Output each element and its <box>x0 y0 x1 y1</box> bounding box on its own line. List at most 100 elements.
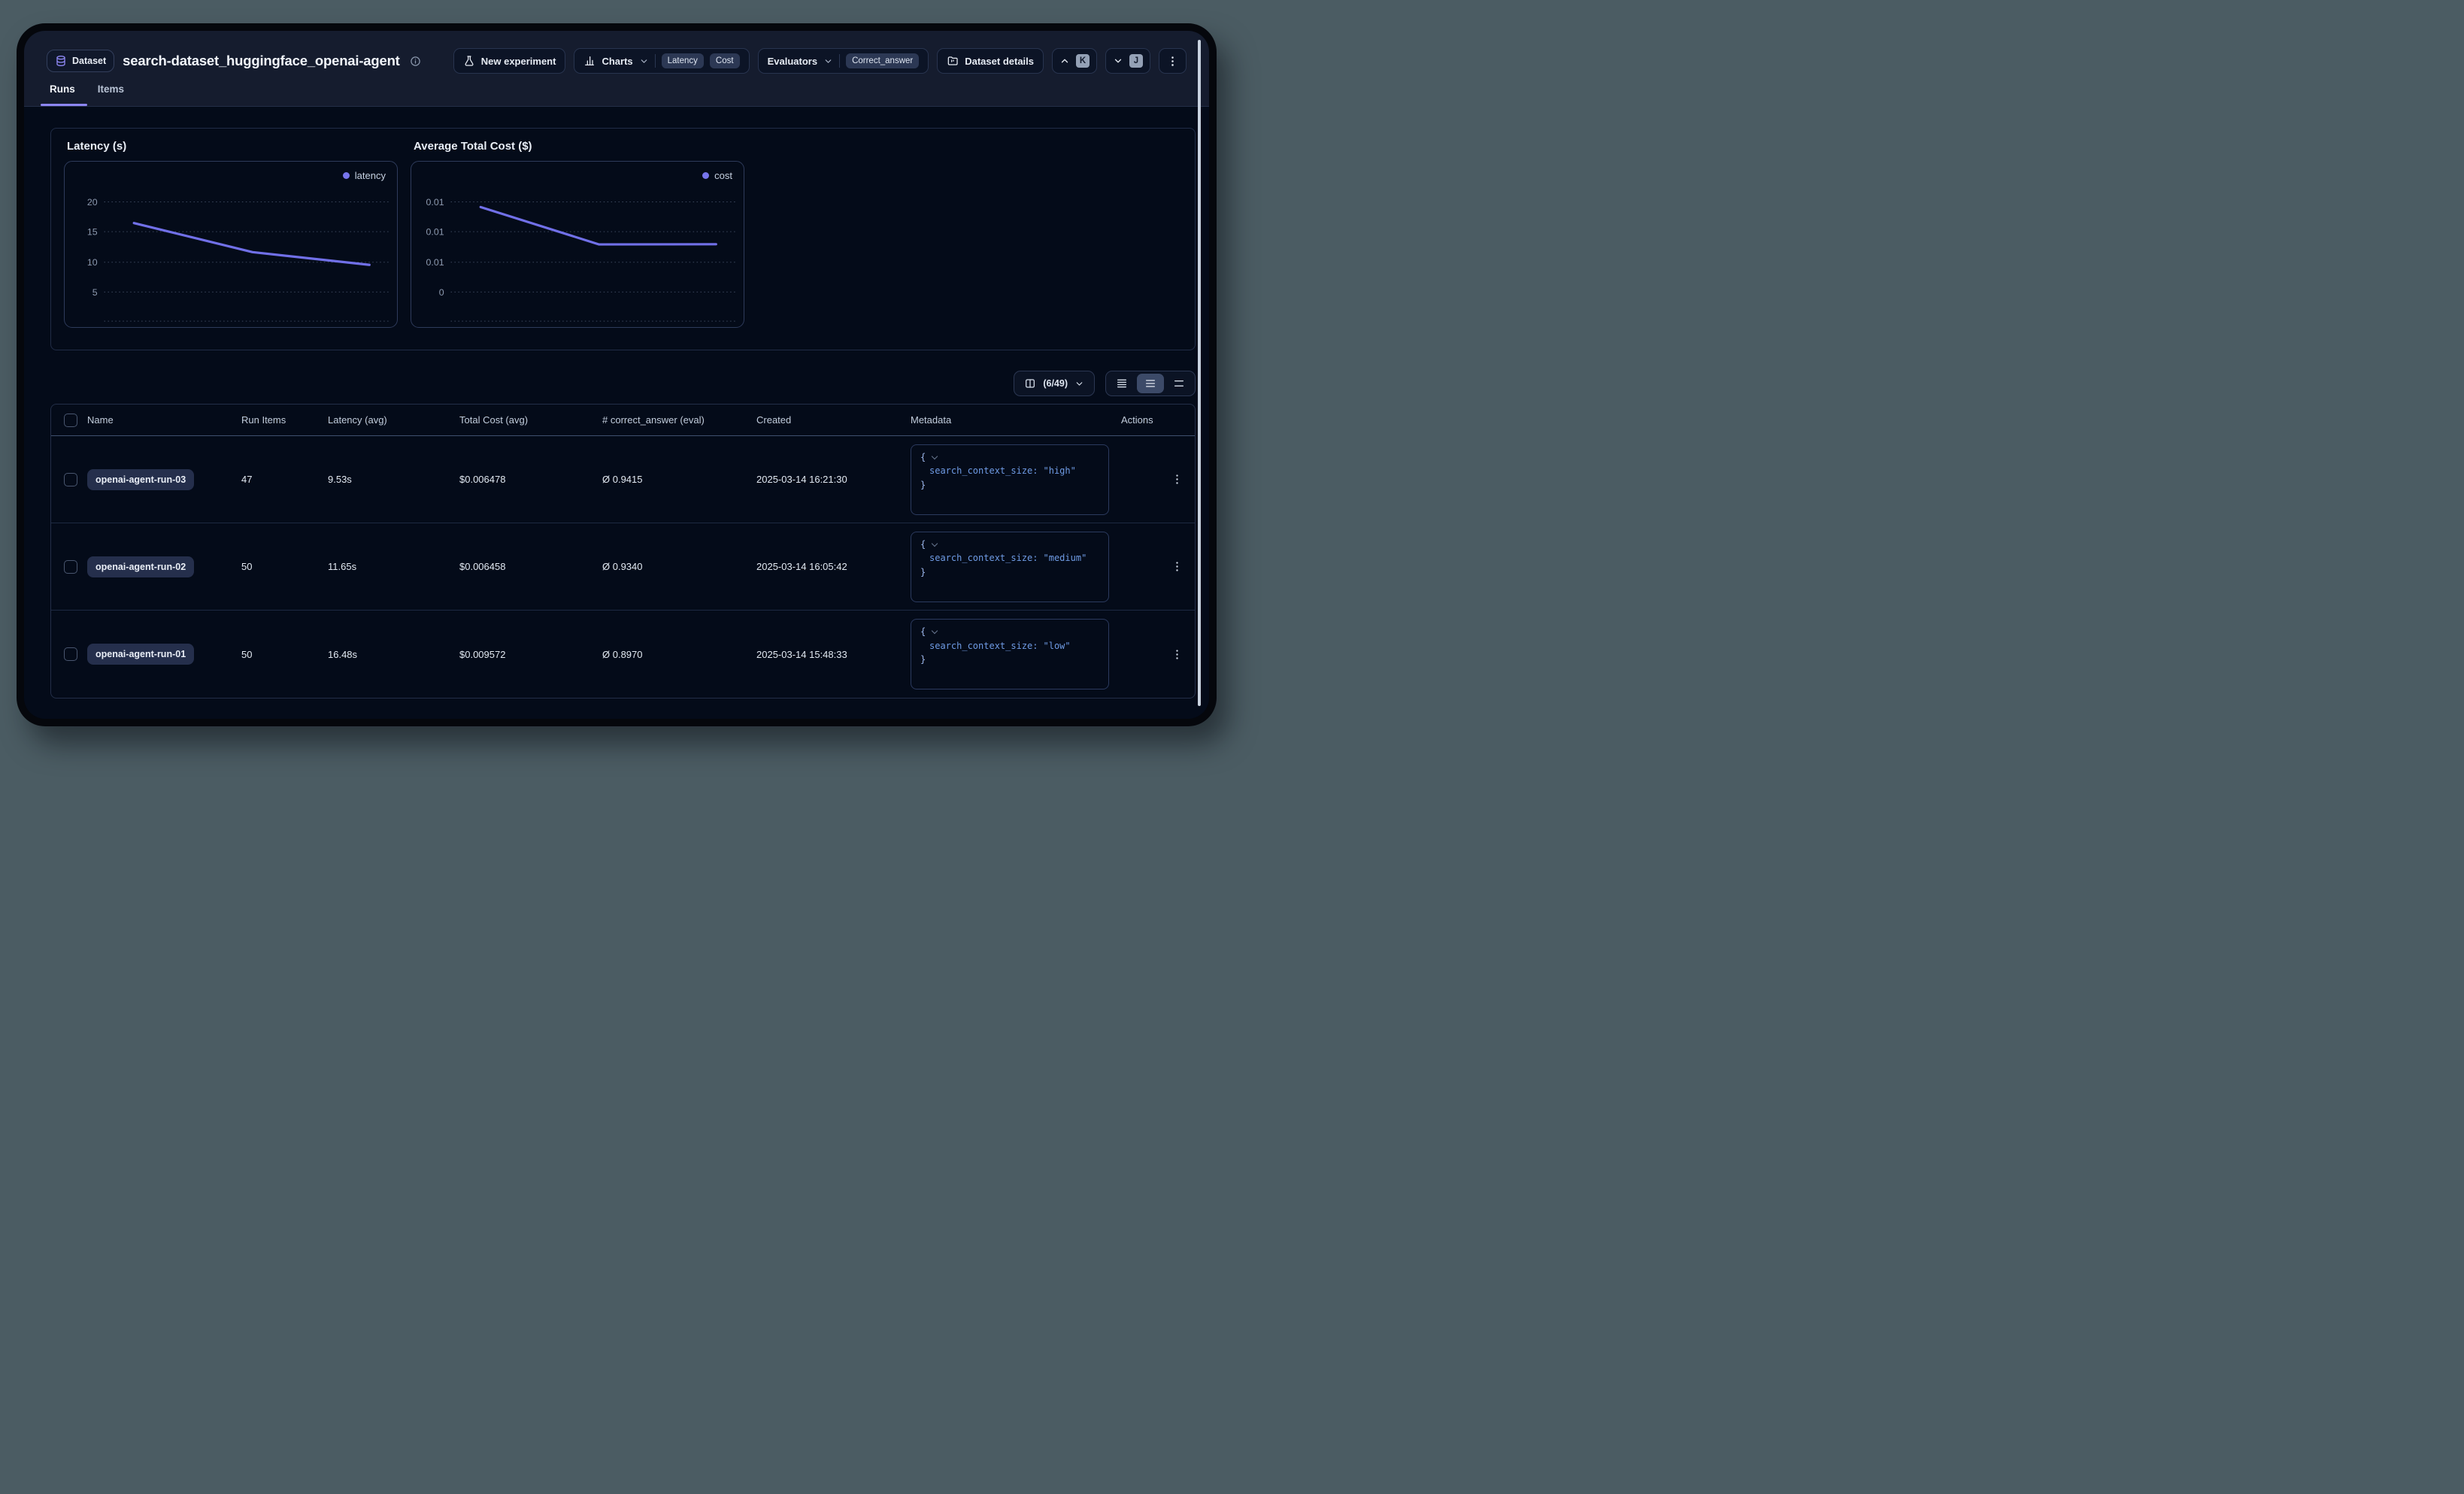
created-value: 2025-03-14 15:48:33 <box>756 648 847 660</box>
legend-dot-icon <box>342 172 350 179</box>
collapse-chevron-icon[interactable] <box>931 627 938 635</box>
info-icon[interactable] <box>410 56 421 67</box>
svg-text:0.01: 0.01 <box>426 197 444 208</box>
column-header-correct-answer: # correct_answer (eval) <box>602 414 705 426</box>
scrollbar[interactable] <box>1198 40 1201 706</box>
next-item-button[interactable]: J <box>1105 48 1150 74</box>
row-actions-button[interactable] <box>1168 557 1187 576</box>
metadata-json[interactable]: { search_context_size: "high" } <box>911 444 1109 515</box>
latency-line-chart: 20 15 10 5 <box>87 197 391 322</box>
collapse-chevron-icon[interactable] <box>931 540 938 547</box>
chevron-up-icon <box>1061 59 1068 63</box>
table-header-row: Name Run Items Latency (avg) Total Cost … <box>51 405 1195 436</box>
chart-title-cost: Average Total Cost ($) <box>414 140 532 153</box>
evaluators-menu-button[interactable]: Evaluators Correct_answer <box>757 48 929 74</box>
tab-items[interactable]: Items <box>97 83 125 95</box>
total-cost-avg-value: $0.006458 <box>459 561 506 572</box>
keyboard-shortcut-j: J <box>1129 54 1143 68</box>
svg-text:5: 5 <box>92 287 98 298</box>
new-experiment-button[interactable]: New experiment <box>453 48 566 74</box>
cost-line-chart: 0.01 0.01 0.01 0 <box>426 197 738 322</box>
legend-dot-icon <box>702 172 710 179</box>
latency-avg-value: 16.48s <box>328 648 358 660</box>
row-height-toggle <box>1105 371 1196 396</box>
row-checkbox[interactable] <box>64 472 77 486</box>
rows-medium-icon <box>1146 380 1155 387</box>
evaluator-badge-correct-answer[interactable]: Correct_answer <box>846 53 920 68</box>
latency-chart-block: Latency (s) 20 15 10 5 latency <box>64 140 398 350</box>
bar-chart-icon <box>585 56 595 65</box>
legend-label: cost <box>714 170 732 181</box>
created-value: 2025-03-14 16:21:30 <box>756 474 847 485</box>
chart-metric-badge-cost[interactable]: Cost <box>709 53 740 68</box>
prev-item-button[interactable]: K <box>1052 48 1097 74</box>
run-name-badge[interactable]: openai-agent-run-02 <box>87 556 195 577</box>
run-items-value: 50 <box>241 561 253 572</box>
kebab-menu-icon <box>1176 474 1178 484</box>
svg-text:15: 15 <box>87 227 98 238</box>
column-header-metadata: Metadata <box>911 414 952 426</box>
row-checkbox[interactable] <box>64 647 77 661</box>
row-height-medium-button[interactable] <box>1137 374 1164 393</box>
table-row: openai-agent-run-02 50 11.65s $0.006458 … <box>51 523 1195 611</box>
table-controls: (6/49) <box>50 371 1196 396</box>
page-title: search-dataset_huggingface_openai-agent <box>123 53 400 68</box>
total-cost-avg-value: $0.009572 <box>459 648 506 660</box>
row-actions-button[interactable] <box>1168 470 1187 489</box>
chart-legend: latency <box>342 170 386 181</box>
column-header-total-cost: Total Cost (avg) <box>459 414 529 426</box>
row-actions-button[interactable] <box>1168 645 1187 664</box>
chevron-down-icon <box>825 59 832 63</box>
column-header-name: Name <box>87 414 114 426</box>
column-header-created: Created <box>756 414 792 426</box>
correct-answer-eval-value: Ø 0.9415 <box>602 474 643 485</box>
collapse-chevron-icon[interactable] <box>931 453 938 459</box>
cost-chart-card: 0.01 0.01 0.01 0 cost <box>411 161 744 328</box>
kebab-menu-icon <box>1171 56 1174 66</box>
tab-runs[interactable]: Runs <box>41 83 87 106</box>
run-name-badge[interactable]: openai-agent-run-03 <box>87 468 195 490</box>
column-header-actions: Actions <box>1121 414 1153 426</box>
latency-avg-value: 9.53s <box>328 474 352 485</box>
database-icon <box>56 56 65 67</box>
table-row: openai-agent-run-01 50 16.48s $0.009572 … <box>51 611 1195 698</box>
metadata-json[interactable]: { search_context_size: "medium" } <box>911 531 1109 602</box>
run-name-badge[interactable]: openai-agent-run-01 <box>87 644 195 665</box>
svg-text:0.01: 0.01 <box>426 227 444 238</box>
divider <box>654 54 656 68</box>
chart-title-latency: Latency (s) <box>67 140 127 153</box>
dataset-badge-label: Dataset <box>72 56 107 66</box>
flask-icon <box>465 56 474 66</box>
more-options-button[interactable] <box>1159 48 1187 74</box>
chart-legend: cost <box>702 170 732 181</box>
svg-text:20: 20 <box>87 197 98 208</box>
correct-answer-eval-value: Ø 0.9340 <box>602 561 643 572</box>
chart-metric-badge-latency[interactable]: Latency <box>661 53 704 68</box>
latency-avg-value: 11.65s <box>328 561 357 572</box>
main-content: Latency (s) 20 15 10 5 latency Average Tota… <box>24 107 1209 719</box>
run-items-value: 47 <box>241 474 253 485</box>
column-header-run-items: Run Items <box>241 414 286 426</box>
cost-chart-block: Average Total Cost ($) 0.01 0.01 0.01 0 cos… <box>411 140 744 350</box>
metadata-json[interactable]: { search_context_size: "low" } <box>911 619 1109 689</box>
dataset-type-badge: Dataset <box>47 50 115 72</box>
app-window: Dataset search-dataset_huggingface_opena… <box>17 23 1217 726</box>
created-value: 2025-03-14 16:05:42 <box>756 561 847 572</box>
chevron-down-icon <box>641 59 647 63</box>
row-height-small-button[interactable] <box>1108 374 1135 393</box>
row-height-large-button[interactable] <box>1165 374 1193 393</box>
correct-answer-eval-value: Ø 0.8970 <box>602 648 643 660</box>
charts-menu-button[interactable]: Charts Latency Cost <box>574 48 750 74</box>
runs-table: Name Run Items Latency (avg) Total Cost … <box>50 404 1196 699</box>
latency-chart-card: 20 15 10 5 latency <box>64 161 398 328</box>
divider <box>839 54 841 68</box>
charts-panel: Latency (s) 20 15 10 5 latency Average Tota… <box>50 128 1196 350</box>
column-visibility-button[interactable]: (6/49) <box>1014 371 1095 396</box>
dataset-details-button[interactable]: Dataset details <box>937 48 1044 74</box>
svg-text:10: 10 <box>87 257 98 268</box>
svg-text:0.01: 0.01 <box>426 257 444 268</box>
folder-icon <box>947 56 958 65</box>
keyboard-shortcut-k: K <box>1076 54 1090 68</box>
row-checkbox[interactable] <box>64 559 77 574</box>
select-all-checkbox[interactable] <box>64 413 77 427</box>
